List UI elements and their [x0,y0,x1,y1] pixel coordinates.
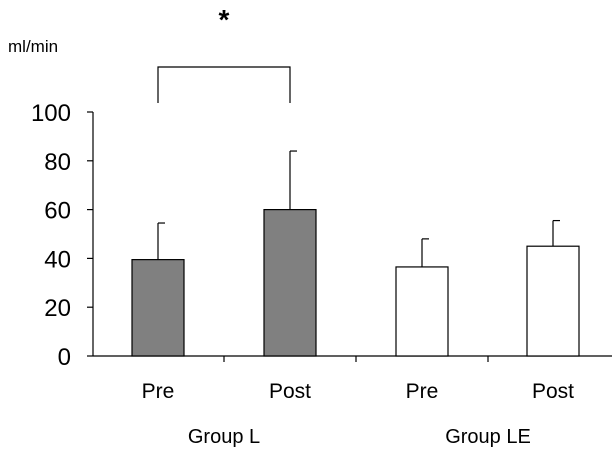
significance-bracket [157,66,291,103]
y-tick-label: 0 [58,344,71,371]
bar [131,259,185,357]
bar [526,245,580,357]
category-label: Pre [142,380,175,403]
y-tick-label: 40 [44,246,71,273]
category-label: Pre [406,380,439,403]
y-tick-label: 20 [44,295,71,322]
category-label: Post [532,380,574,403]
significance-marker: * [219,4,230,35]
bars [131,150,580,357]
y-tick-label: 60 [44,198,71,225]
bar [263,209,317,357]
y-axis-unit-label: ml/min [8,37,58,56]
y-tick-label: 80 [44,149,71,176]
group-label: Group L [188,426,260,448]
labels: Pre Post Pre Post Group L Group LE * [142,4,575,448]
group-label: Group LE [445,426,531,448]
axes: 0 20 40 60 80 100 [31,100,612,371]
bar [395,266,449,357]
y-tick-label: 100 [31,100,71,127]
category-label: Post [269,380,311,403]
